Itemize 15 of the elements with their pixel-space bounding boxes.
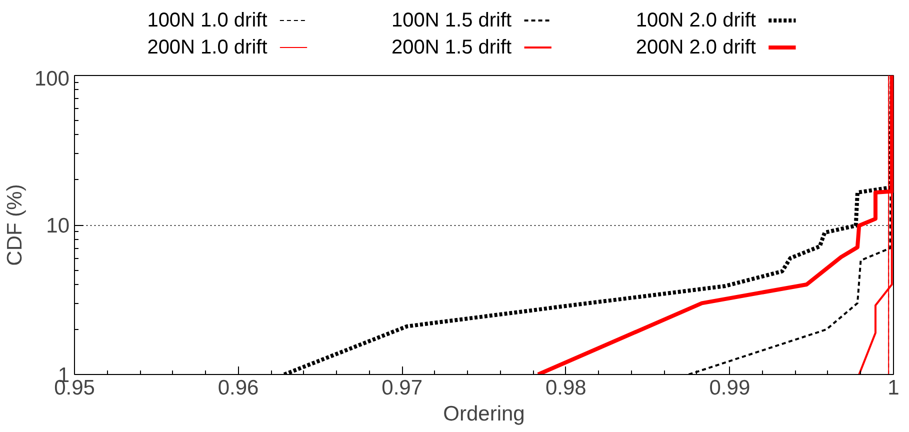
y-tick-label: 100 [34,68,70,90]
x-tick-label: 1 [888,376,900,400]
y-axis-title: CDF (%) [3,184,26,266]
legend-label: 200N 1.5 drift [392,36,512,58]
legend-label: 100N 1.0 drift [147,10,268,32]
legend-label: 200N 1.0 drift [147,36,268,58]
legend-label: 100N 1.5 drift [392,10,512,32]
x-tick-label: 0.97 [382,376,423,400]
x-axis-title: Ordering [443,402,525,426]
x-tick-label: 0.96 [218,376,259,400]
legend-label: 100N 2.0 drift [636,10,756,32]
y-tick-label: 10 [46,214,70,238]
legend-label: 200N 2.0 drift [636,36,756,58]
x-tick-label: 0.99 [709,376,750,400]
x-tick-label: 0.98 [545,376,586,400]
